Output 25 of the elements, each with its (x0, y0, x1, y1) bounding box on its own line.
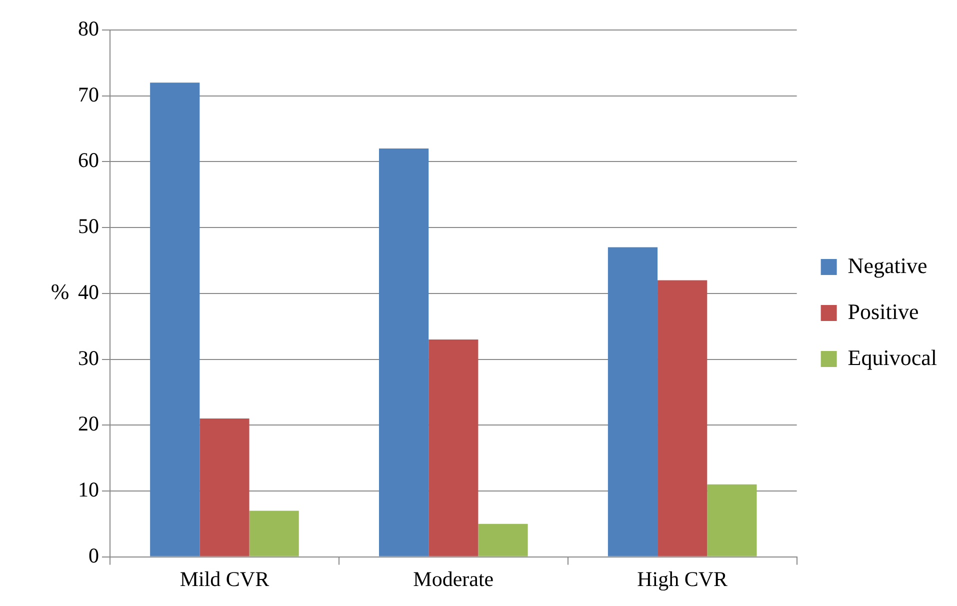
bar (150, 82, 200, 556)
legend-label: Equivocal (848, 344, 938, 370)
bar (428, 339, 478, 556)
y-tick-label: 40 (78, 280, 99, 304)
y-tick-label: 0 (88, 543, 99, 568)
x-tick-label: High CVR (637, 566, 728, 591)
bar (200, 418, 250, 556)
bar (478, 524, 528, 556)
legend-label: Positive (848, 298, 919, 324)
y-tick-label: 80 (78, 16, 99, 41)
bar (379, 148, 429, 556)
y-tick-label: 50 (78, 214, 99, 238)
y-tick-label: 30 (78, 346, 99, 370)
bar (658, 280, 708, 556)
bar (249, 510, 299, 556)
x-tick-label: Moderate (413, 566, 494, 591)
bar (707, 484, 757, 556)
y-axis-title: % (50, 279, 70, 304)
x-tick-label: Mild CVR (180, 566, 270, 591)
y-tick-label: 20 (78, 412, 99, 436)
y-tick-label: 60 (78, 148, 99, 172)
bar (608, 247, 658, 556)
y-tick-label: 70 (78, 82, 99, 106)
y-tick-label: 10 (78, 477, 99, 502)
legend-label: Negative (848, 252, 928, 278)
